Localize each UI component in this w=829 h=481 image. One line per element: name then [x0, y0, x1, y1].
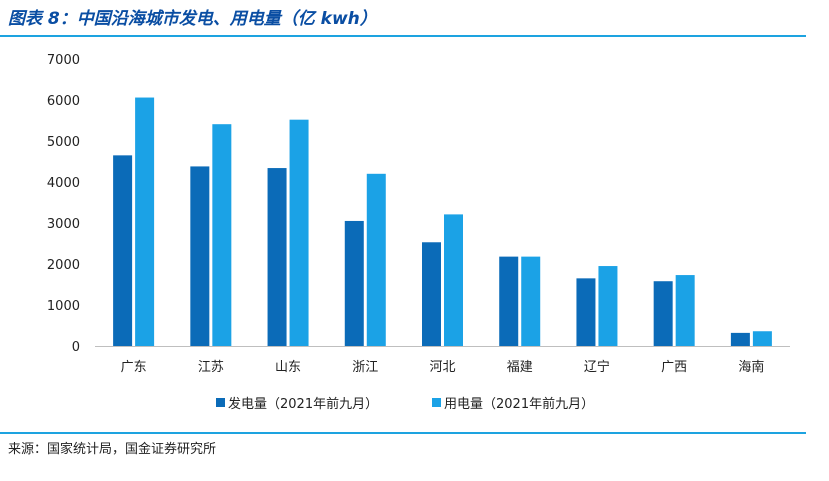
bar-consumption: [444, 214, 463, 346]
y-tick-label: 3000: [47, 217, 80, 232]
bar-generation: [730, 332, 750, 346]
legend-label-1: 用电量（2021年前九月）: [444, 396, 594, 412]
y-tick-label: 4000: [47, 176, 80, 191]
bar-generation: [499, 256, 519, 346]
bar-consumption: [289, 119, 309, 347]
bar-generation: [422, 242, 441, 346]
y-tick-label: 7000: [47, 53, 80, 68]
x-tick-label: 广西: [661, 360, 687, 375]
x-tick-label: 辽宁: [584, 359, 610, 375]
bar-group: [113, 97, 772, 347]
chart-title: 图表 8：中国沿海城市发电、用电量（亿 kwh）: [8, 9, 377, 29]
bar-consumption: [135, 97, 155, 346]
bar-generation: [113, 155, 133, 346]
x-tick-label: 广东: [121, 360, 147, 375]
bar-generation: [653, 281, 673, 346]
bar-consumption: [366, 173, 386, 346]
x-tick-label: 江苏: [198, 359, 224, 375]
x-axis-labels: 广东 江苏 山东 浙江 河北 福建 辽宁 广西 海南: [121, 359, 765, 375]
y-axis: 0 1000 2000 3000 4000 5000 6000 7000: [47, 53, 80, 355]
x-tick-label: 福建: [507, 360, 533, 375]
y-tick-label: 0: [72, 340, 80, 355]
y-tick-label: 6000: [47, 94, 80, 109]
source-note: 来源：国家统计局，国金证券研究所: [8, 442, 217, 457]
y-tick-label: 1000: [47, 299, 80, 314]
title-divider: [0, 35, 806, 37]
bar-generation: [267, 168, 287, 346]
bar-generation: [190, 166, 210, 346]
legend-swatch-1: [432, 398, 441, 407]
bar-consumption: [521, 256, 541, 346]
y-tick-label: 2000: [47, 258, 80, 273]
y-tick-label: 5000: [47, 135, 80, 150]
legend: 发电量（2021年前九月） 用电量（2021年前九月）: [216, 396, 594, 412]
bar-consumption: [675, 275, 695, 346]
bar-generation: [576, 278, 596, 346]
legend-label-0: 发电量（2021年前九月）: [228, 396, 378, 412]
legend-swatch-0: [216, 398, 225, 407]
x-tick-label: 河北: [429, 360, 455, 375]
bar-consumption: [598, 266, 618, 346]
x-tick-label: 山东: [275, 360, 301, 375]
x-tick-label: 海南: [738, 359, 764, 375]
bar-generation: [344, 220, 364, 346]
bar-consumption: [212, 124, 232, 346]
bar-consumption: [752, 331, 772, 346]
source-divider: [0, 432, 806, 434]
bar-chart: 0 1000 2000 3000 4000 5000 6000 7000 广东 江苏 山东 浙江 河北…: [47, 53, 790, 412]
x-tick-label: 浙江: [352, 360, 378, 375]
